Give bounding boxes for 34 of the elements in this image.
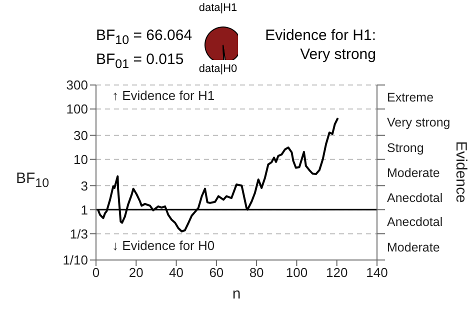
text: Moderate	[387, 166, 440, 180]
y-tick-label: 100	[66, 102, 88, 117]
y2-axis-title: Evidence	[452, 141, 470, 203]
y-tick-label: 1/3	[70, 226, 88, 242]
text: Anecdotal	[387, 215, 443, 230]
text: Evidence for H1:	[265, 26, 376, 45]
text: BF$_{10}$ = 66.064	[96, 26, 192, 49]
y-tick-label: 30	[74, 128, 88, 143]
annotation: ↑ Evidence for H1	[112, 88, 215, 103]
slice-label: data|H1	[198, 2, 238, 14]
x-tick-label: 40	[169, 265, 184, 280]
y-axis-title: BF$_{10}$	[16, 170, 50, 190]
x-tick-label: 80	[249, 265, 264, 280]
x-tick-label: 0	[92, 265, 100, 280]
x-tick-label: 60	[209, 265, 224, 280]
y-tick-label: 1/10	[62, 252, 88, 268]
text: Very strong	[299, 45, 376, 64]
text: Strong	[387, 140, 424, 155]
text: Extreme	[387, 90, 434, 104]
x-tick-label: 120	[326, 265, 348, 280]
text: BF$_{01}$ = 0.015	[96, 50, 185, 73]
text: Very strong	[387, 116, 450, 130]
y-tick-label: 3	[80, 178, 88, 194]
x-tick-label: 100	[286, 265, 308, 280]
y-tick-label: 1	[80, 202, 88, 218]
y-tick-label: 300	[66, 78, 88, 93]
x-tick-label: 140	[366, 265, 388, 280]
text: Anecdotal	[387, 191, 443, 206]
slice-label: data|H0	[198, 63, 238, 75]
annotation: ↓ Evidence for H0	[112, 238, 215, 253]
x-tick-label: 20	[128, 265, 144, 280]
x-axis-title: n	[232, 286, 241, 303]
y-tick-label: 10	[74, 152, 88, 167]
text: Moderate	[387, 240, 440, 254]
